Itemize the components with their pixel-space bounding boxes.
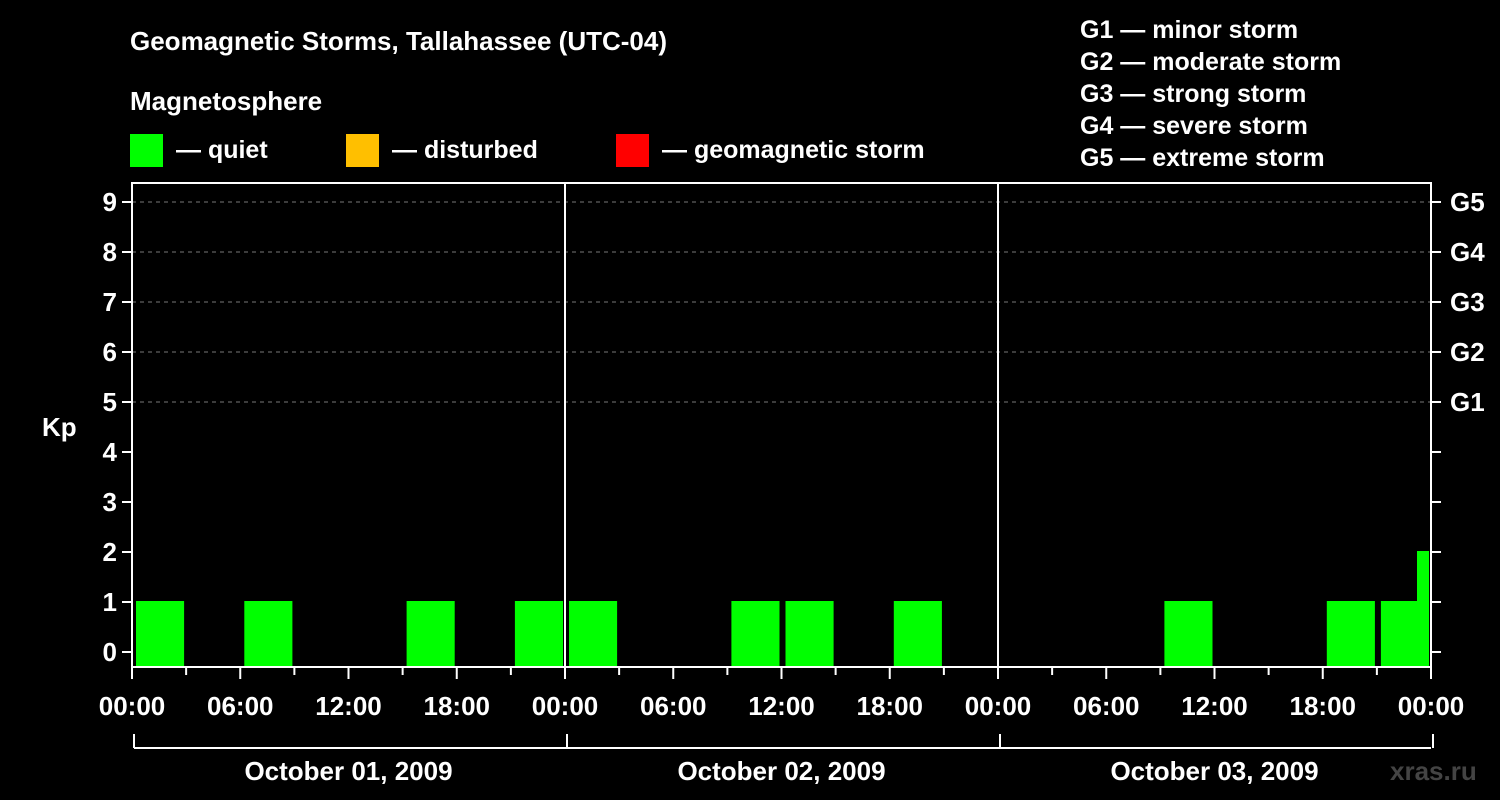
g-label-g5: G5 xyxy=(1450,187,1485,217)
kp-bar-3 xyxy=(514,601,563,667)
kp-bar-0 xyxy=(136,601,185,667)
y-axis-label: Kp xyxy=(42,412,77,442)
g-label-g4: G4 xyxy=(1450,237,1485,267)
legend-swatch-storm xyxy=(616,134,649,167)
x-tick-label-5: 06:00 xyxy=(640,691,707,721)
x-tick-label-12: 00:00 xyxy=(1398,691,1465,721)
kp-bar-8 xyxy=(1164,601,1213,667)
day-label-2: October 02, 2009 xyxy=(677,756,885,786)
day-label-1: October 01, 2009 xyxy=(244,756,452,786)
x-tick-label-9: 06:00 xyxy=(1073,691,1140,721)
x-tick-label-4: 00:00 xyxy=(532,691,599,721)
kp-bar-11 xyxy=(1417,551,1429,667)
x-tick-label-8: 00:00 xyxy=(965,691,1032,721)
axes xyxy=(122,182,1441,749)
watermark: xras.ru xyxy=(1390,756,1477,786)
x-tick-label-11: 18:00 xyxy=(1290,691,1357,721)
x-tick-label-2: 12:00 xyxy=(315,691,382,721)
g-scale-g1: G1 — minor storm xyxy=(1080,16,1298,44)
kp-bar-7 xyxy=(893,601,942,667)
legend-label-disturbed: — disturbed xyxy=(392,136,538,164)
g-scale-g5: G5 — extreme storm xyxy=(1080,144,1325,172)
legend-label-storm: — geomagnetic storm xyxy=(662,136,925,164)
kp-bar-2 xyxy=(406,601,455,667)
y-tick-label-9: 9 xyxy=(103,187,117,217)
chart-subtitle: Magnetosphere xyxy=(130,86,322,116)
tick-labels: 0 1 2 3 4 5 6 7 8 9 G1 G2 G3 G4 G5 00:00 06:00 12:00 18:00… xyxy=(99,187,1485,786)
y-tick-label-6: 6 xyxy=(103,337,117,367)
y-tick-label-4: 4 xyxy=(103,437,118,467)
kp-bar-9 xyxy=(1326,601,1375,667)
day-label-3: October 03, 2009 xyxy=(1110,756,1318,786)
x-tick-label-0: 00:00 xyxy=(99,691,166,721)
kp-bar-4 xyxy=(569,601,618,667)
y-tick-label-7: 7 xyxy=(103,287,117,317)
g-scale-g4: G4 — severe storm xyxy=(1080,112,1308,140)
grid-lines xyxy=(132,201,1431,403)
bars xyxy=(136,551,1429,667)
g-scale-g2: G2 — moderate storm xyxy=(1080,48,1341,76)
g-label-g2: G2 xyxy=(1450,337,1485,367)
g-label-g3: G3 xyxy=(1450,287,1485,317)
legend-label-quiet: — quiet xyxy=(176,136,268,164)
y-tick-label-3: 3 xyxy=(103,487,117,517)
legend-swatch-disturbed xyxy=(346,134,379,167)
kp-bar-1 xyxy=(244,601,293,667)
y-tick-label-8: 8 xyxy=(103,237,117,267)
y-tick-label-2: 2 xyxy=(103,537,117,567)
y-tick-label-5: 5 xyxy=(103,387,117,417)
y-tick-label-0: 0 xyxy=(103,637,117,667)
kp-bar-5 xyxy=(731,601,780,667)
x-tick-label-7: 18:00 xyxy=(857,691,924,721)
x-tick-label-10: 12:00 xyxy=(1181,691,1248,721)
x-tick-label-6: 12:00 xyxy=(748,691,815,721)
x-tick-label-3: 18:00 xyxy=(424,691,491,721)
chart-title: Geomagnetic Storms, Tallahassee (UTC-04) xyxy=(130,26,667,56)
g-scale-g3: G3 — strong storm xyxy=(1080,80,1306,108)
kp-bar-6 xyxy=(785,601,834,667)
y-tick-label-1: 1 xyxy=(103,587,117,617)
x-tick-label-1: 06:00 xyxy=(207,691,274,721)
g-label-g1: G1 xyxy=(1450,387,1485,417)
legend-swatch-quiet xyxy=(130,134,163,167)
